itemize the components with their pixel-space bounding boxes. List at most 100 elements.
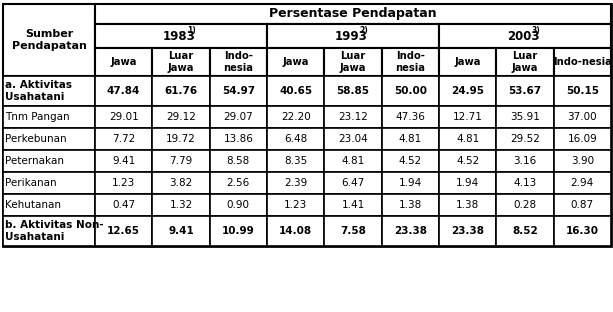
- Text: 29.07: 29.07: [224, 112, 253, 122]
- Text: 13.86: 13.86: [223, 134, 253, 144]
- Bar: [95, 172, 153, 194]
- Bar: [3, 76, 95, 106]
- Text: 23.38: 23.38: [394, 226, 427, 236]
- Text: 6.48: 6.48: [284, 134, 307, 144]
- Text: 12.71: 12.71: [453, 112, 482, 122]
- Text: a. Aktivitas
Usahatani: a. Aktivitas Usahatani: [5, 80, 72, 102]
- Text: 14.08: 14.08: [279, 226, 312, 236]
- Text: 4.81: 4.81: [341, 156, 365, 166]
- Bar: [3, 4, 95, 76]
- Bar: [554, 194, 611, 216]
- Text: Luar
Jawa: Luar Jawa: [512, 51, 538, 73]
- Bar: [382, 194, 439, 216]
- Text: Jawa: Jawa: [454, 57, 481, 67]
- Text: 2.94: 2.94: [571, 178, 594, 188]
- Bar: [210, 150, 267, 172]
- Text: 1.41: 1.41: [341, 200, 365, 210]
- Text: 4.81: 4.81: [456, 134, 479, 144]
- Text: 8.35: 8.35: [284, 156, 307, 166]
- Text: 4.13: 4.13: [513, 178, 536, 188]
- Bar: [439, 150, 497, 172]
- Text: 47.84: 47.84: [107, 86, 140, 96]
- Bar: [153, 172, 210, 194]
- Bar: [3, 194, 95, 216]
- Bar: [267, 194, 324, 216]
- Text: 3): 3): [531, 27, 541, 36]
- Text: 6.47: 6.47: [341, 178, 365, 188]
- Bar: [324, 172, 382, 194]
- Bar: [267, 76, 324, 106]
- Bar: [439, 76, 497, 106]
- Bar: [267, 150, 324, 172]
- Text: 8.52: 8.52: [512, 226, 538, 236]
- Bar: [439, 172, 497, 194]
- Bar: [439, 128, 497, 150]
- Bar: [497, 106, 554, 128]
- Bar: [267, 216, 324, 246]
- Bar: [210, 216, 267, 246]
- Text: 35.91: 35.91: [510, 112, 540, 122]
- Bar: [497, 172, 554, 194]
- Text: Indo-
nesia: Indo- nesia: [223, 51, 253, 73]
- Text: Perikanan: Perikanan: [5, 178, 56, 188]
- Bar: [554, 76, 611, 106]
- Text: Sumber
Pendapatan: Sumber Pendapatan: [12, 29, 86, 51]
- Text: 29.52: 29.52: [510, 134, 540, 144]
- Bar: [497, 194, 554, 216]
- Bar: [497, 150, 554, 172]
- Bar: [382, 128, 439, 150]
- Bar: [267, 172, 324, 194]
- Text: 0.90: 0.90: [227, 200, 250, 210]
- Bar: [554, 48, 611, 76]
- Bar: [554, 216, 611, 246]
- Text: 1.23: 1.23: [284, 200, 307, 210]
- Text: 23.12: 23.12: [338, 112, 368, 122]
- Bar: [382, 48, 439, 76]
- Bar: [95, 106, 153, 128]
- Text: 2003: 2003: [507, 30, 539, 42]
- Text: 1.94: 1.94: [398, 178, 422, 188]
- Text: Luar
Jawa: Luar Jawa: [168, 51, 194, 73]
- Text: 23.04: 23.04: [338, 134, 368, 144]
- Text: 1.38: 1.38: [456, 200, 479, 210]
- Bar: [210, 106, 267, 128]
- Text: 3.82: 3.82: [169, 178, 192, 188]
- Bar: [267, 48, 324, 76]
- Bar: [95, 48, 153, 76]
- Text: 9.41: 9.41: [112, 156, 135, 166]
- Text: 24.95: 24.95: [451, 86, 484, 96]
- Text: 8.58: 8.58: [227, 156, 250, 166]
- Text: Perkebunan: Perkebunan: [5, 134, 67, 144]
- Bar: [554, 128, 611, 150]
- Text: 1993: 1993: [335, 30, 367, 42]
- Text: 50.00: 50.00: [394, 86, 427, 96]
- Bar: [267, 128, 324, 150]
- Bar: [95, 4, 611, 24]
- Text: 4.52: 4.52: [456, 156, 479, 166]
- Text: 1): 1): [188, 27, 196, 36]
- Bar: [439, 48, 497, 76]
- Bar: [439, 216, 497, 246]
- Bar: [153, 194, 210, 216]
- Bar: [95, 24, 267, 48]
- Bar: [210, 76, 267, 106]
- Text: b. Aktivitas Non-
Usahatani: b. Aktivitas Non- Usahatani: [5, 220, 104, 242]
- Text: 54.97: 54.97: [222, 86, 255, 96]
- Text: 40.65: 40.65: [279, 86, 312, 96]
- Bar: [210, 48, 267, 76]
- Text: Tnm Pangan: Tnm Pangan: [5, 112, 70, 122]
- Text: Peternakan: Peternakan: [5, 156, 64, 166]
- Bar: [153, 150, 210, 172]
- Bar: [210, 172, 267, 194]
- Bar: [554, 150, 611, 172]
- Bar: [95, 194, 153, 216]
- Bar: [324, 76, 382, 106]
- Bar: [439, 194, 497, 216]
- Text: Jawa: Jawa: [283, 57, 309, 67]
- Text: 7.79: 7.79: [169, 156, 192, 166]
- Text: 1.23: 1.23: [112, 178, 135, 188]
- Bar: [497, 76, 554, 106]
- Text: 1.32: 1.32: [169, 200, 192, 210]
- Bar: [3, 106, 95, 128]
- Bar: [439, 24, 611, 48]
